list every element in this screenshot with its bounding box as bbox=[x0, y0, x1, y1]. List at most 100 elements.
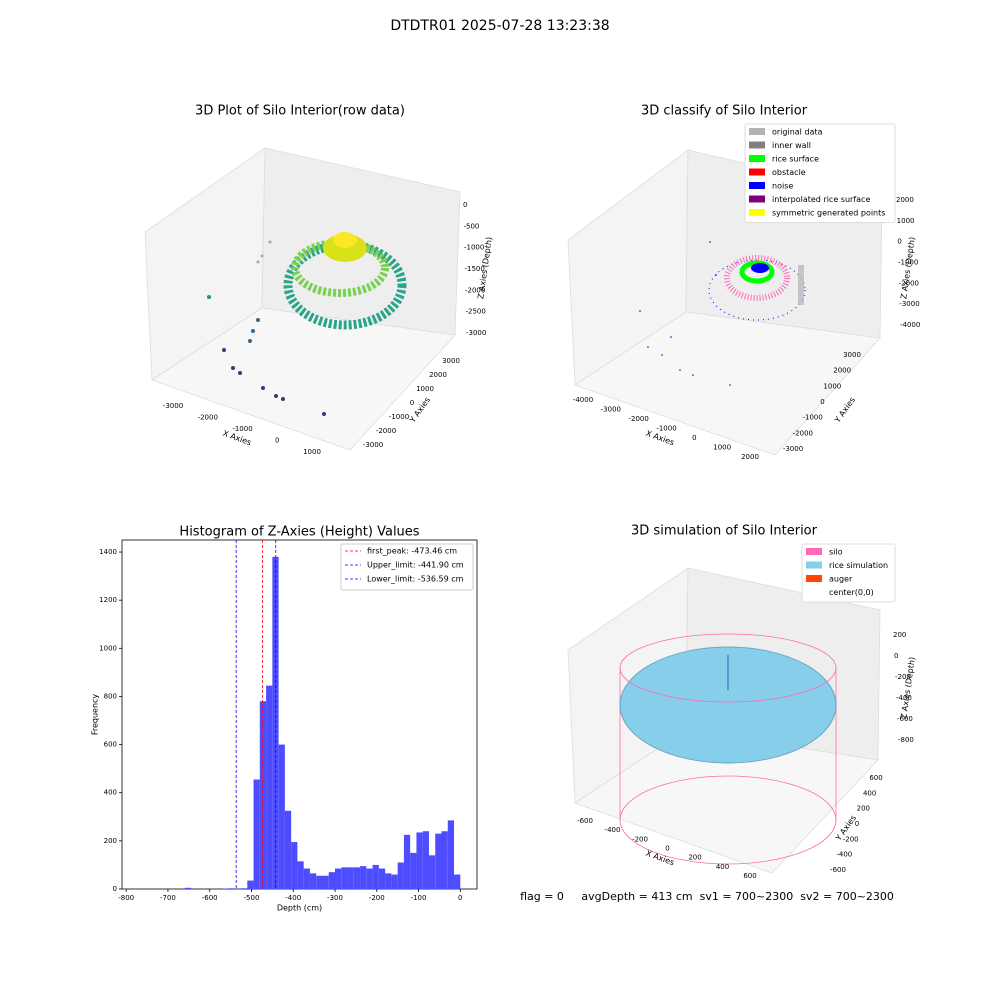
y-tick-label: 2000 bbox=[429, 371, 447, 379]
bar bbox=[341, 867, 348, 889]
x-tick-label: -200 bbox=[632, 835, 648, 843]
y-tick-label: 3000 bbox=[442, 357, 460, 365]
bar bbox=[347, 867, 354, 889]
y-tick-label: 400 bbox=[863, 789, 876, 797]
x-tick-label: -200 bbox=[369, 894, 385, 902]
bar bbox=[309, 873, 317, 889]
legend-swatch bbox=[806, 548, 822, 555]
bar bbox=[403, 834, 411, 889]
legend-label: silo bbox=[829, 548, 843, 557]
z-tick-label: 0 bbox=[897, 238, 901, 246]
legend-swatch bbox=[749, 141, 765, 149]
x-tick-label: -400 bbox=[605, 826, 621, 834]
x-tick-label: 1000 bbox=[303, 448, 321, 456]
z-axis-label: Z Axies (Depth) bbox=[899, 236, 917, 299]
point-cloud-2 bbox=[639, 241, 806, 386]
y-tick-label: -1000 bbox=[802, 414, 822, 422]
bar bbox=[316, 875, 323, 889]
legend bbox=[340, 543, 474, 591]
x-tick-label: -100 bbox=[411, 894, 427, 902]
y-tick-label: -3000 bbox=[363, 441, 383, 449]
bar bbox=[291, 842, 298, 889]
z-tick-label: -3000 bbox=[466, 329, 486, 337]
legend-label: center(0,0) bbox=[829, 588, 874, 597]
y-tick-label: 600 bbox=[104, 741, 117, 749]
bar bbox=[366, 868, 373, 889]
y-tick-label: -600 bbox=[830, 866, 846, 874]
bar bbox=[284, 810, 292, 889]
z-tick-label: 0 bbox=[463, 201, 467, 209]
bar bbox=[447, 820, 455, 889]
z-axis-label: Z Axies (Depth) bbox=[899, 656, 917, 719]
legend-label: noise bbox=[772, 182, 793, 191]
x-tick-label: -2000 bbox=[628, 415, 648, 423]
chart-title: 3D Plot of Silo Interior(row data) bbox=[195, 104, 405, 119]
y-tick-label: -400 bbox=[836, 851, 852, 859]
y-tick-label: -1000 bbox=[389, 413, 409, 421]
bar bbox=[378, 868, 386, 889]
x-tick-label: -800 bbox=[118, 894, 134, 902]
x-tick-label: -3000 bbox=[601, 406, 621, 414]
x-tick-label: 0 bbox=[665, 845, 669, 853]
legend-label: Lower_limit: -536.59 cm bbox=[367, 575, 464, 584]
bar bbox=[297, 861, 304, 889]
bar bbox=[253, 779, 260, 889]
z-tick-label: 1000 bbox=[897, 217, 915, 225]
y-axis-label: Frequency bbox=[91, 694, 100, 736]
x-tick-label: 2000 bbox=[741, 453, 759, 461]
z-tick-label: 2000 bbox=[896, 196, 914, 204]
x-axis-label: X Axies bbox=[645, 849, 676, 868]
bar bbox=[335, 868, 342, 889]
z-tick-label: -600 bbox=[897, 715, 913, 723]
bar bbox=[228, 888, 235, 889]
z-tick-label: -1500 bbox=[465, 265, 485, 273]
bar bbox=[410, 852, 417, 889]
legend bbox=[744, 123, 896, 223]
z-tick-label: -800 bbox=[898, 736, 914, 744]
x-tick-label: -300 bbox=[327, 894, 343, 902]
z-tick-label: 0 bbox=[894, 652, 898, 660]
bar bbox=[184, 887, 191, 889]
bar bbox=[428, 855, 436, 889]
legend-swatch bbox=[749, 182, 765, 189]
bar bbox=[435, 833, 442, 889]
y-tick-label: 400 bbox=[104, 789, 117, 797]
y-tick-label: 200 bbox=[104, 837, 117, 845]
legend-swatch bbox=[749, 209, 765, 216]
legend-label: inner wall bbox=[772, 141, 811, 150]
legend-swatch bbox=[749, 128, 765, 135]
y-tick-label: 1400 bbox=[99, 548, 117, 556]
y-tick-label: 1000 bbox=[823, 382, 841, 390]
legend-label: rice surface bbox=[772, 155, 819, 164]
x-tick-label: -1000 bbox=[232, 425, 252, 433]
y-tick-label: 2000 bbox=[833, 367, 851, 375]
bar bbox=[360, 866, 367, 889]
y-axis-label: Y Axies bbox=[832, 396, 857, 426]
bar bbox=[322, 875, 329, 889]
legend bbox=[801, 543, 896, 603]
bar bbox=[391, 874, 398, 889]
legend-swatch bbox=[806, 561, 822, 569]
y-tick-label: 1000 bbox=[416, 385, 434, 393]
x-tick-label: 1000 bbox=[713, 444, 731, 452]
y-tick-label: 0 bbox=[410, 399, 414, 407]
z-tick-label: -4000 bbox=[900, 321, 920, 329]
z-tick-label: -3000 bbox=[899, 300, 919, 308]
x-tick-label: -600 bbox=[202, 894, 218, 902]
legend-label: obstacle bbox=[772, 168, 806, 177]
y-tick-label: -200 bbox=[843, 835, 859, 843]
z-tick-label: -2000 bbox=[899, 279, 919, 287]
y-tick-label: -2000 bbox=[376, 427, 396, 435]
z-tick-label: -400 bbox=[896, 694, 912, 702]
bar bbox=[353, 867, 361, 889]
bar bbox=[241, 888, 248, 889]
x-tick-label: 200 bbox=[688, 854, 701, 862]
y-tick-label: 0 bbox=[855, 820, 859, 828]
figure-title: DTDTR01 2025-07-28 13:23:38 bbox=[390, 18, 609, 34]
silo-surface bbox=[619, 633, 837, 865]
bar bbox=[416, 832, 423, 889]
chart-title: Histogram of Z-Axies (Height) Values bbox=[179, 525, 419, 540]
x-tick-label: 400 bbox=[716, 863, 729, 871]
x-tick-label: -500 bbox=[244, 894, 260, 902]
